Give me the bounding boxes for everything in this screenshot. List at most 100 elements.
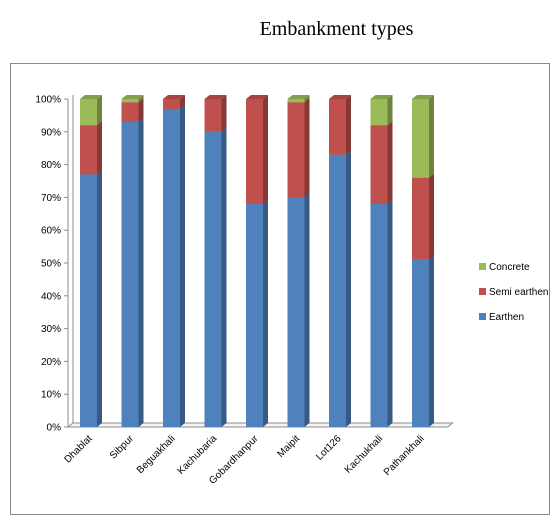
bar-side [138,117,144,428]
y-tick-label: 100% [35,95,61,106]
bar-front [370,125,388,204]
bar-front [287,102,305,198]
bar-segment-earthen [412,255,434,427]
bar-segment-earthen [80,170,102,427]
bar-segment-semi-earthen [329,95,351,155]
bar-segment-earthen [287,193,310,427]
y-tick-label: 70% [41,193,61,204]
bar-side [180,95,185,109]
bar-side [263,199,268,427]
bar-front [246,203,263,427]
bar-side [263,95,268,204]
bar-segment-earthen [204,127,227,428]
bar-side [97,121,102,175]
bar-side [387,121,393,204]
legend: Concrete Semi earthen Earthen [479,262,548,323]
chart-title: Embankment types [259,18,414,40]
bar-top [370,95,393,99]
bar-front [80,99,97,126]
bar-segment-semi-earthen [80,121,102,175]
bar-front [121,121,139,428]
x-tick-label: Pathankhali [382,433,427,478]
bar-front [329,99,346,155]
x-tick-labels: Dhablat SibpurBeguakhaliKachubariaGobardh… [62,433,426,487]
bar-front [204,99,222,132]
bar-top [412,95,434,99]
legend-swatch [479,313,486,320]
bar-side [304,98,310,198]
bar-side [429,255,434,427]
bar-side [221,95,227,132]
bar-side [138,98,144,122]
bar-segment-semi-earthen [204,95,227,132]
bar-segment-semi-earthen [246,95,268,204]
bar-segment-semi-earthen [412,173,434,260]
bar-segment-concrete [412,95,434,178]
bar-side [97,95,102,126]
y-tick-label: 90% [41,127,61,138]
bars [80,95,434,428]
bar-top [163,95,185,99]
bar-side [346,150,351,427]
legend-label: Earthen [489,312,524,323]
bar-segment-concrete [370,95,393,126]
bar-segment-concrete [80,95,102,126]
legend-label: Semi earthen [489,287,548,298]
legend-swatch [479,288,486,295]
bar-front [412,259,429,427]
y-tick-label: 60% [41,226,61,237]
bar-side [221,127,227,428]
bar-side [429,95,434,178]
bar-front [246,99,263,204]
x-tick-label: Kachukhali [343,433,385,475]
bar-front [287,197,305,427]
bar-top [80,95,102,99]
legend-swatch [479,263,486,270]
bar-segment-earthen [121,117,144,428]
bar-front [287,99,305,103]
x-tick-label: Maipit [275,433,302,460]
bar-front [121,102,139,122]
bar-segment-semi-earthen [370,121,393,204]
y-tick-label: 20% [41,357,61,368]
bar-side [180,104,185,427]
y-tick-label: 10% [41,390,61,401]
bar-front [370,203,388,427]
bar-side [429,173,434,260]
bar-side [304,95,310,103]
y-tick-label: 40% [41,291,61,302]
bar-front [163,99,180,109]
x-tick-label: Beguakhali [135,433,178,476]
bar-side [97,170,102,427]
bar-side [387,199,393,427]
bar-segment-concrete [121,95,144,103]
y-tick-label: 50% [41,259,61,270]
bar-segment-concrete [287,95,310,103]
bar-side [138,95,144,103]
y-tick-label: 0% [47,423,62,434]
y-tick-label: 30% [41,324,61,335]
bar-top [287,95,310,99]
bar-front [121,99,139,103]
bar-front [370,99,388,126]
bar-front [163,108,180,427]
legend-label: Concrete [489,262,530,273]
bar-top [204,95,227,99]
x-tick-label: Dhablat [62,433,94,465]
bar-segment-semi-earthen [163,95,185,109]
x-tick-label: Sibpur [108,433,137,462]
bar-side [346,95,351,155]
bar-segment-earthen [329,150,351,427]
bar-front [80,174,97,427]
bar-top [121,95,144,99]
x-tick-label: Kachubaria [176,433,220,477]
bar-side [304,193,310,427]
y-tick-label: 80% [41,160,61,171]
bar-front [412,99,429,178]
bar-top [329,95,351,99]
bar-top [246,95,268,99]
bar-front [80,125,97,175]
bar-segment-earthen [246,199,268,427]
x-tick-label: Lot126 [314,433,344,463]
